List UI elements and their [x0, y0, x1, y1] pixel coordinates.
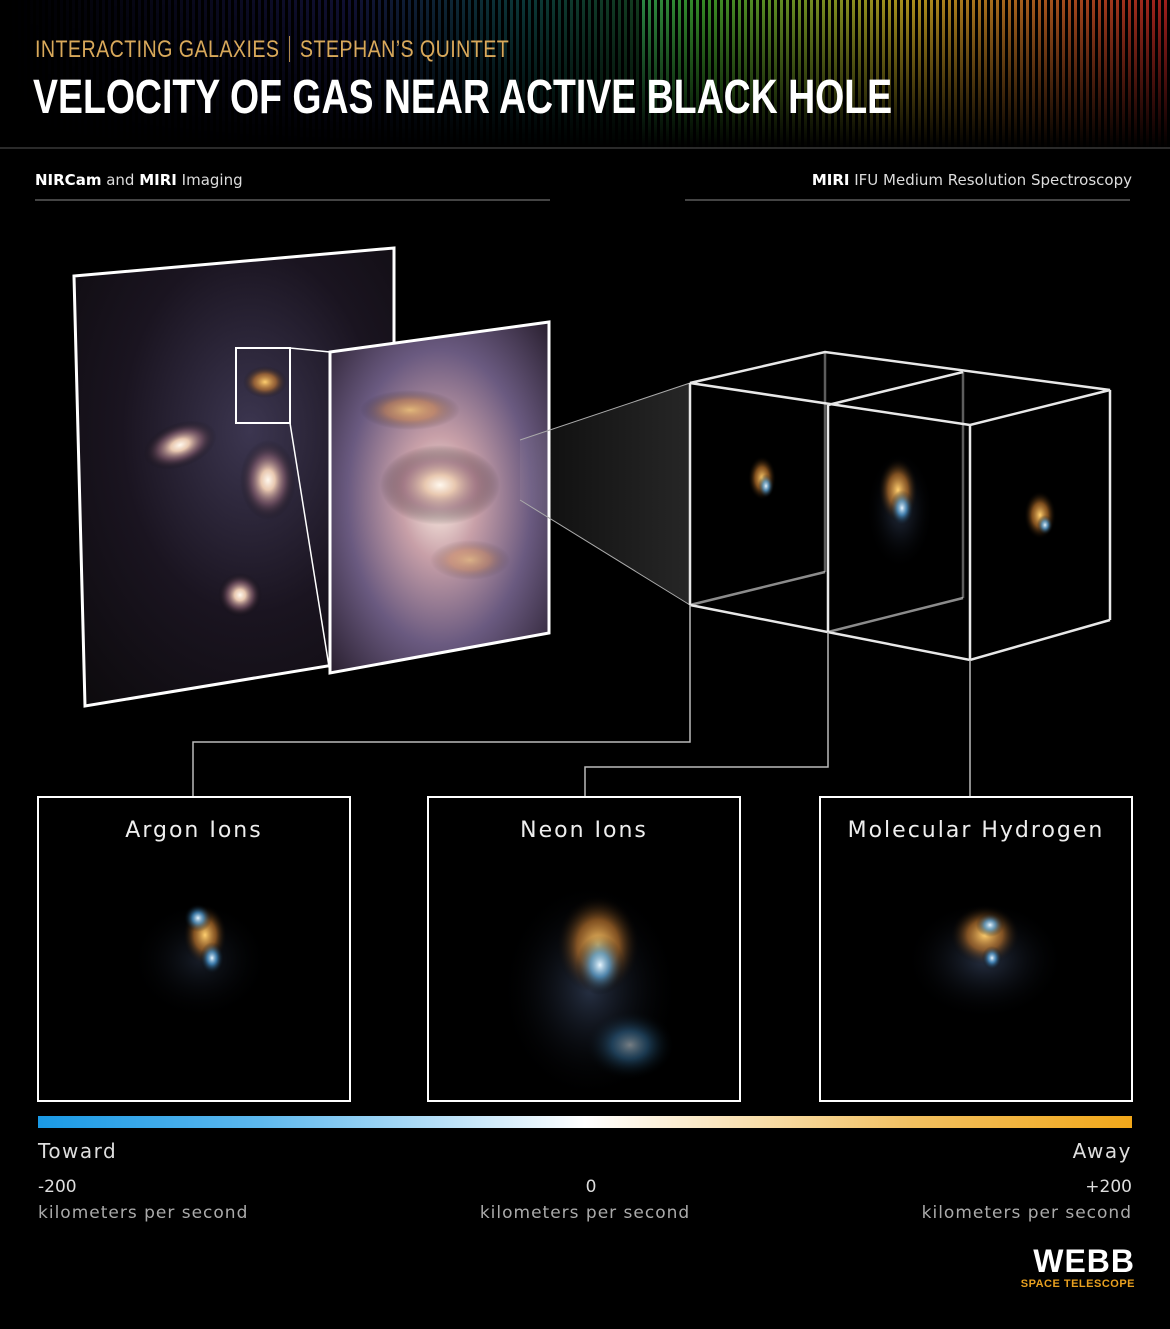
scale-value: -200	[38, 1177, 77, 1197]
scale-direction: Away	[1072, 1139, 1132, 1163]
instrument: MIRI	[139, 171, 177, 189]
title: VELOCITY OF GAS NEAR ACTIVE BLACK HOLE	[33, 71, 893, 124]
scale-unit: kilometers per second	[479, 1203, 691, 1223]
panel-label: Neon Ions	[520, 818, 648, 843]
text: Imaging	[181, 171, 243, 189]
logo: WEBB SPACE TELESCOPE	[1021, 1244, 1135, 1290]
section-label: MIRI IFU Medium Resolution Spectroscopy	[812, 171, 1132, 189]
kicker: INTERACTING GALAXIES STEPHAN’S QUINTET	[35, 36, 509, 64]
scale-value: +200	[1085, 1177, 1132, 1197]
kicker-text: STEPHAN’S QUINTET	[299, 36, 510, 63]
scale-unit: kilometers per second	[921, 1203, 1132, 1223]
scale-direction: Toward	[38, 1139, 118, 1163]
logo-subtitle: SPACE TELESCOPE	[1020, 1278, 1135, 1290]
logo-name: WEBB	[1033, 1243, 1135, 1279]
panel-label: Molecular Hydrogen	[847, 818, 1105, 843]
instrument: NIRCam	[35, 171, 102, 189]
kicker-text: INTERACTING GALAXIES	[35, 36, 280, 63]
instrument: MIRI	[811, 171, 850, 189]
panel-label: Argon Ions	[125, 818, 263, 843]
text: and	[106, 171, 135, 189]
scale-unit: kilometers per second	[38, 1203, 249, 1223]
text: IFU Medium Resolution Spectroscopy	[854, 171, 1132, 189]
scale-value: 0	[585, 1177, 597, 1197]
section-label: NIRCam and MIRI Imaging	[35, 171, 243, 189]
